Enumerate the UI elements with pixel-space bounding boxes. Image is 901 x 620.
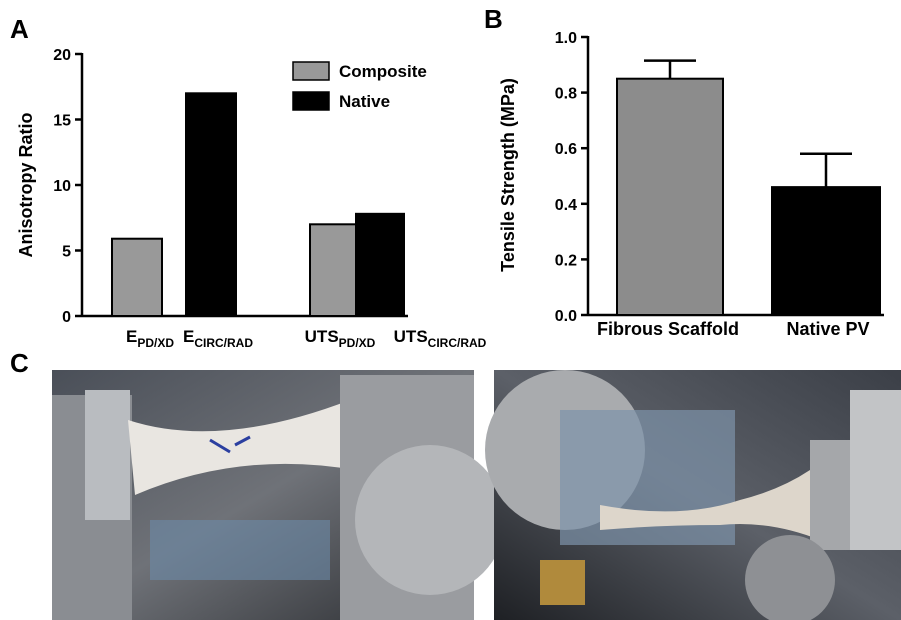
panel-label: C: [10, 348, 29, 378]
bar: [112, 239, 162, 316]
legend-swatch: [293, 92, 329, 110]
y-tick-label: 0.2: [555, 252, 577, 269]
bar: [310, 224, 358, 316]
x-tick-label: Fibrous Scaffold: [597, 319, 739, 339]
y-tick-label: 0.4: [555, 197, 577, 214]
y-tick-label: 5: [62, 244, 71, 261]
photo-right: [485, 370, 901, 620]
x-tick-label: ECIRC/RAD: [183, 327, 253, 350]
y-tick-label: 1.0: [555, 30, 577, 47]
panel-label: B: [484, 4, 503, 34]
bar: [186, 93, 236, 316]
x-tick-label-subscript: PD/XD: [339, 336, 376, 350]
x-tick-label: EPD/XD: [126, 327, 174, 350]
figure: A B C Anisotropy Ratio Tensile Strength …: [0, 0, 901, 620]
x-tick-label: UTSCIRC/RAD: [394, 327, 487, 350]
x-tick-label: Native PV: [786, 319, 869, 339]
y-tick-label: 15: [53, 113, 71, 130]
bar: [772, 187, 880, 315]
y-tick-label: 10: [53, 178, 71, 195]
x-tick-label-subscript: CIRC/RAD: [194, 336, 253, 350]
y-tick-label: 20: [53, 47, 71, 64]
x-tick-label-main: UTS: [394, 327, 428, 346]
x-tick-label-main: E: [183, 327, 194, 346]
bar: [356, 214, 404, 316]
bar: [617, 79, 723, 315]
y-tick-label: 0: [62, 309, 71, 326]
y-tick-label: 0.0: [555, 308, 577, 325]
y-tick-label: 0.8: [555, 86, 577, 103]
error-bar: [800, 154, 852, 187]
x-tick-label-subscript: CIRC/RAD: [428, 336, 487, 350]
legend-label: Composite: [339, 62, 427, 81]
photo-left: [52, 370, 505, 620]
x-tick-label-subscript: PD/XD: [137, 336, 174, 350]
y-axis-label: Anisotropy Ratio: [16, 112, 36, 257]
x-tick-label-main: UTS: [305, 327, 339, 346]
y-tick-label: 0.6: [555, 141, 577, 158]
legend-label: Native: [339, 92, 390, 111]
x-tick-label-main: E: [126, 327, 137, 346]
panel-label: A: [10, 14, 29, 44]
legend-swatch: [293, 62, 329, 80]
x-tick-label: UTSPD/XD: [305, 327, 376, 350]
y-axis-label: Tensile Strength (MPa): [498, 78, 518, 272]
error-bar: [644, 61, 696, 79]
